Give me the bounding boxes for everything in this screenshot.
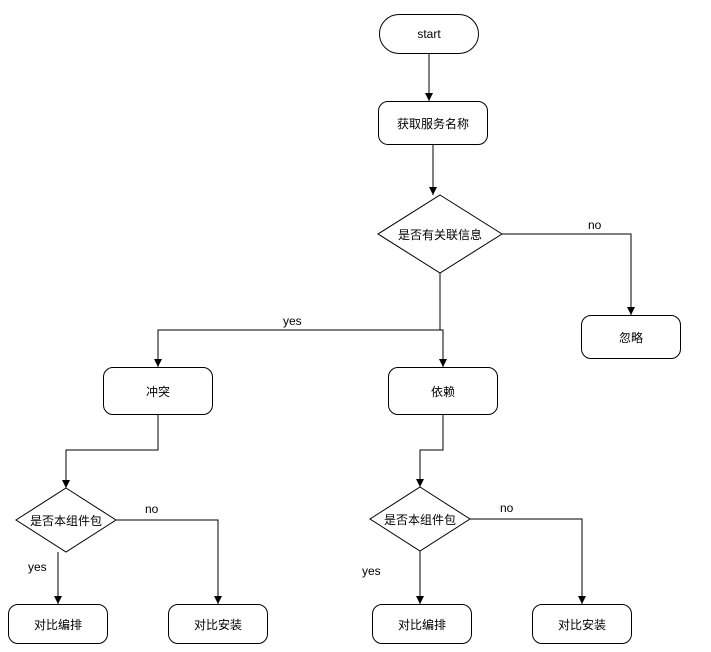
node-compare-install-left: 对比安装 xyxy=(168,604,268,644)
edge-hasrelated-split xyxy=(305,273,440,330)
node-ignore-label: 忽略 xyxy=(619,329,643,346)
node-has-related-shape xyxy=(378,195,502,273)
edge-label-no-left: no xyxy=(145,502,158,516)
node-is-pkg-left-shape xyxy=(16,488,116,552)
node-ignore: 忽略 xyxy=(581,315,681,359)
edge-label-yes-1: yes xyxy=(283,314,302,328)
flowchart-canvas: start 获取服务名称 是否有关联信息 忽略 冲突 依赖 是否本组件包 是否本… xyxy=(0,0,711,652)
node-start: start xyxy=(379,14,479,54)
node-compare-install-right: 对比安装 xyxy=(532,604,632,644)
edge-depend-ispkgr xyxy=(420,415,443,487)
node-depend-label: 依赖 xyxy=(431,383,455,400)
edge-conflict-ispkgl xyxy=(66,415,158,488)
edge-ispkgr-cmpinstr xyxy=(470,519,582,604)
edge-split-conflict xyxy=(158,330,305,367)
edge-ispkgl-cmpinstl xyxy=(116,520,218,604)
node-compare-arrange-left-label: 对比编排 xyxy=(34,616,82,633)
edge-hasrelated-ignore xyxy=(502,234,631,315)
node-get-service-name: 获取服务名称 xyxy=(378,101,488,145)
edge-label-yes-right: yes xyxy=(362,564,381,578)
node-compare-arrange-right-label: 对比编排 xyxy=(398,616,446,633)
node-get-service-name-label: 获取服务名称 xyxy=(397,115,469,132)
edge-label-no-1: no xyxy=(588,218,601,232)
node-compare-install-right-label: 对比安装 xyxy=(558,616,606,633)
node-conflict-label: 冲突 xyxy=(146,383,170,400)
node-compare-arrange-left: 对比编排 xyxy=(8,604,108,644)
node-is-pkg-right-shape xyxy=(370,487,470,551)
node-compare-arrange-right: 对比编排 xyxy=(372,604,472,644)
edge-split-depend xyxy=(305,330,443,367)
edge-label-no-right: no xyxy=(500,501,513,515)
edge-label-yes-left: yes xyxy=(28,560,47,574)
node-compare-install-left-label: 对比安装 xyxy=(194,616,242,633)
node-depend: 依赖 xyxy=(388,367,498,415)
node-start-label: start xyxy=(417,27,440,41)
node-conflict: 冲突 xyxy=(103,367,213,415)
